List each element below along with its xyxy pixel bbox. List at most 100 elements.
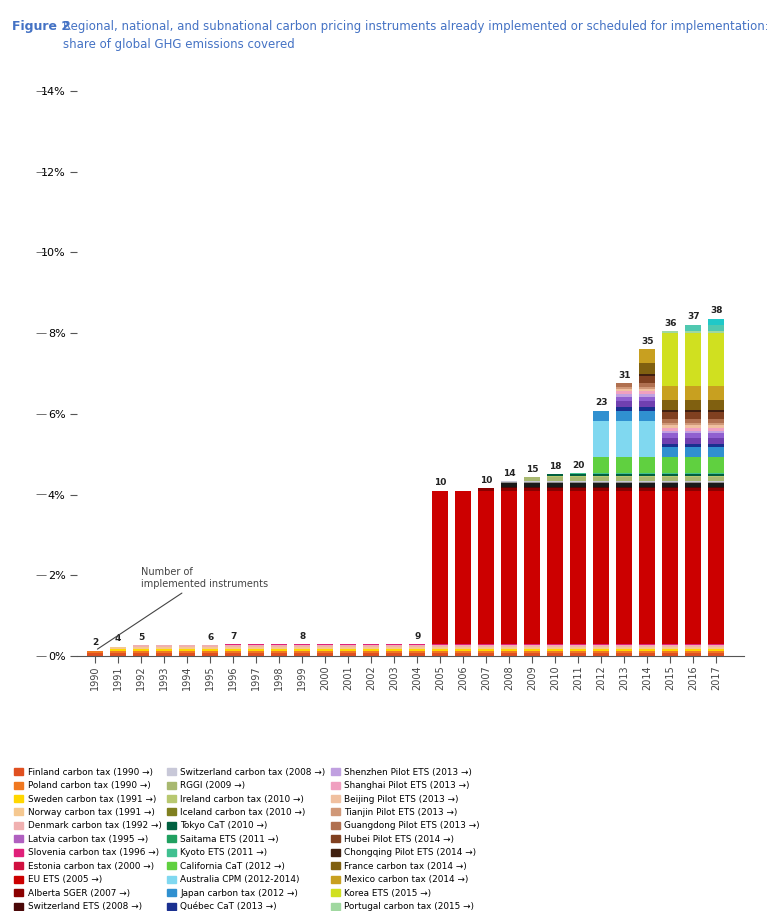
Bar [294, 653, 310, 656]
Bar [593, 483, 609, 487]
Text: share of global GHG emissions covered: share of global GHG emissions covered [63, 38, 295, 51]
Text: 37: 37 [687, 312, 700, 322]
Bar [639, 383, 655, 387]
Bar [386, 650, 402, 653]
Text: 36: 36 [664, 319, 676, 328]
Text: 6: 6 [207, 632, 213, 641]
Bar [409, 647, 425, 649]
Bar [570, 653, 586, 656]
Bar [662, 476, 678, 477]
Bar [639, 650, 655, 653]
Bar [662, 653, 678, 656]
Bar [685, 447, 701, 457]
Bar [639, 375, 655, 383]
Bar [363, 653, 379, 656]
Bar [662, 645, 678, 647]
Bar [317, 649, 333, 650]
Bar [317, 653, 333, 656]
Bar [662, 433, 678, 437]
Bar [616, 490, 632, 644]
Bar [133, 653, 149, 656]
Bar [662, 331, 678, 333]
Bar [547, 483, 563, 487]
Bar [662, 437, 678, 444]
Bar [570, 483, 586, 487]
Bar [708, 324, 724, 331]
Text: Regional, national, and subnational carbon pricing instruments already implement: Regional, national, and subnational carb… [63, 20, 767, 33]
Bar [547, 488, 563, 490]
Bar [639, 363, 655, 374]
Bar [179, 647, 195, 649]
Bar [685, 412, 701, 419]
Bar [662, 444, 678, 447]
Bar [432, 647, 448, 649]
Bar [616, 383, 632, 387]
Bar [616, 650, 632, 653]
Bar [708, 649, 724, 650]
Bar [685, 333, 701, 385]
Bar [593, 477, 609, 481]
Bar [271, 653, 287, 656]
Bar [616, 387, 632, 389]
Bar [593, 650, 609, 653]
Bar [685, 331, 701, 333]
Bar [524, 482, 540, 483]
Text: 9: 9 [414, 631, 420, 640]
Text: —: — [35, 570, 47, 580]
Bar [639, 396, 655, 402]
Bar [685, 476, 701, 477]
Bar [639, 349, 655, 363]
Bar [409, 645, 425, 647]
Bar [363, 650, 379, 653]
Text: 31: 31 [618, 371, 630, 380]
Bar [662, 412, 678, 419]
Bar [409, 653, 425, 656]
Bar [570, 645, 586, 647]
Bar [616, 402, 632, 407]
Bar [685, 649, 701, 650]
Bar [685, 419, 701, 423]
Bar [616, 653, 632, 656]
Bar [570, 647, 586, 649]
Bar [294, 650, 310, 653]
Bar [708, 333, 724, 385]
Bar [708, 647, 724, 649]
Bar [616, 483, 632, 487]
Bar [478, 488, 494, 490]
Bar [708, 423, 724, 425]
Bar [593, 411, 609, 421]
Bar [685, 488, 701, 490]
Bar [570, 490, 586, 644]
Bar [432, 645, 448, 647]
Bar [501, 488, 517, 490]
Bar [547, 476, 563, 477]
Bar [639, 476, 655, 477]
Bar [616, 649, 632, 650]
Bar [639, 645, 655, 647]
Text: Number of
implemented instruments: Number of implemented instruments [97, 568, 268, 650]
Bar [616, 477, 632, 481]
Bar [708, 457, 724, 473]
Bar [317, 645, 333, 647]
Bar [156, 647, 172, 649]
Bar [662, 490, 678, 644]
Bar [225, 649, 241, 650]
Bar [639, 647, 655, 649]
Bar [317, 647, 333, 649]
Text: 14: 14 [503, 469, 515, 478]
Bar [616, 475, 632, 476]
Bar [662, 475, 678, 476]
Text: 5: 5 [138, 633, 144, 642]
Bar [616, 488, 632, 490]
Text: 23: 23 [595, 398, 607, 407]
Bar [156, 645, 172, 647]
Bar [662, 427, 678, 431]
Bar [386, 653, 402, 656]
Text: —: — [35, 328, 47, 338]
Bar [501, 653, 517, 656]
Bar [685, 410, 701, 412]
Bar [110, 650, 126, 653]
Bar [225, 647, 241, 649]
Bar [662, 482, 678, 483]
Bar [639, 402, 655, 407]
